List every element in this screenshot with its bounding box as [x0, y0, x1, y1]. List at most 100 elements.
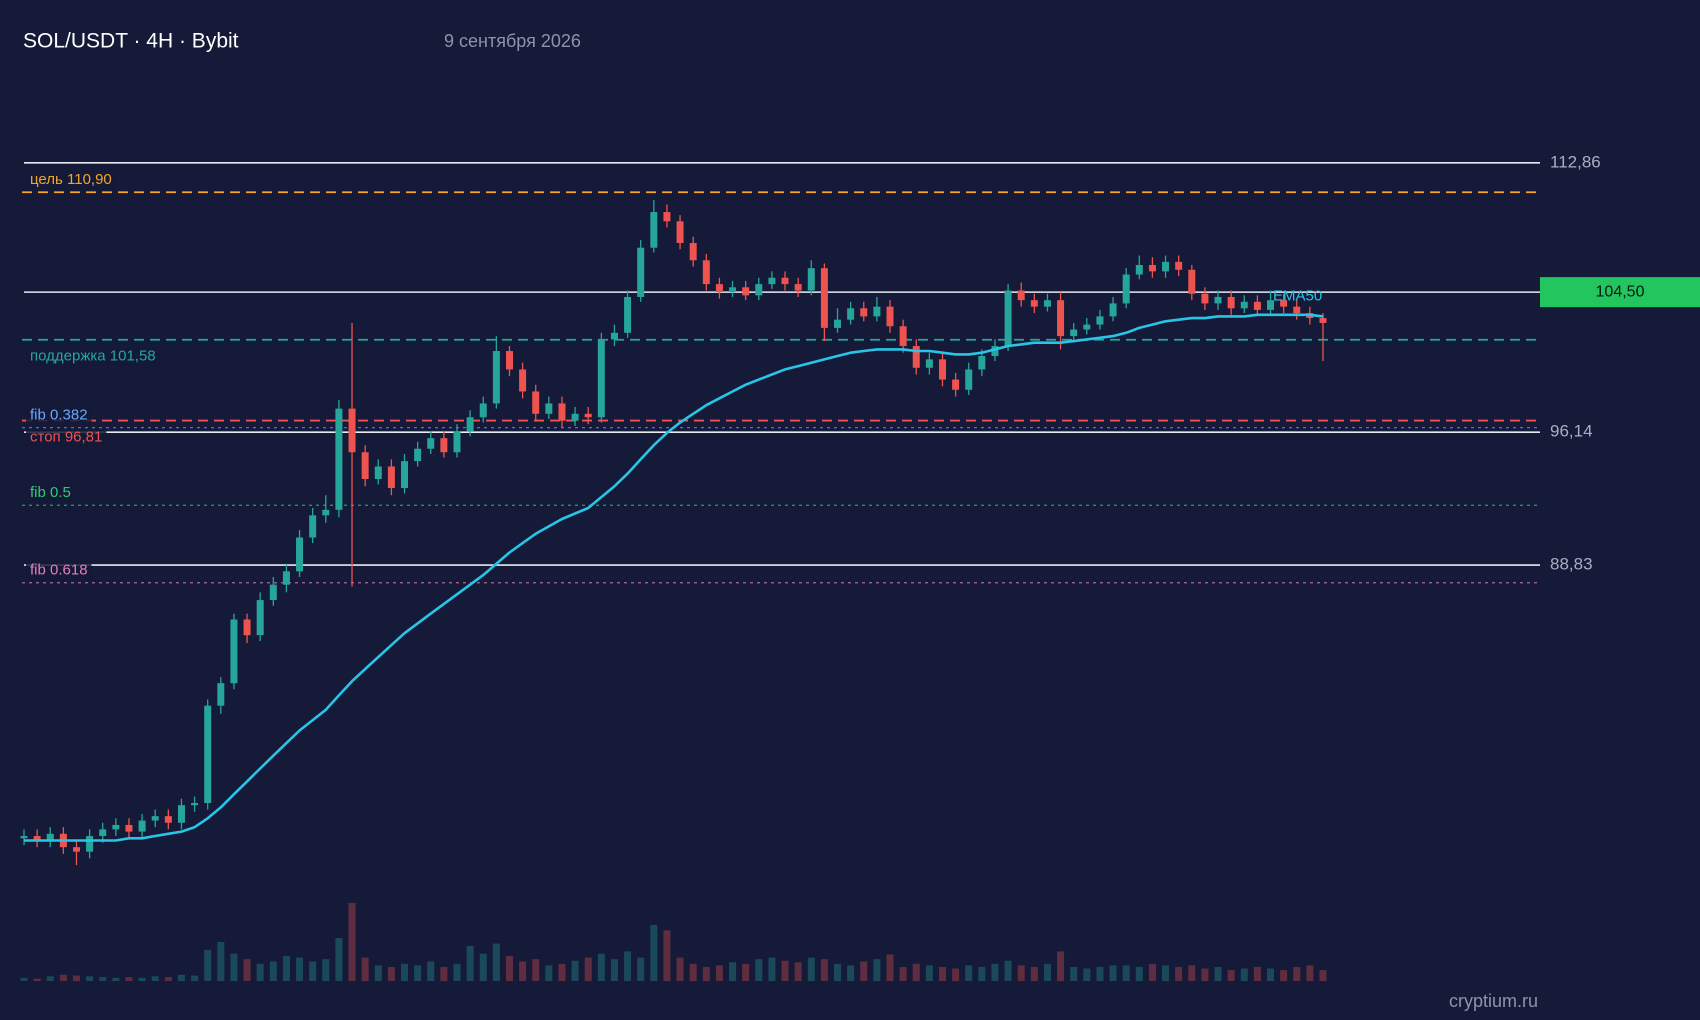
- volume-bar: [387, 966, 395, 981]
- candle-body: [1175, 261, 1183, 270]
- candle-body: [781, 277, 789, 285]
- candle-body: [624, 296, 632, 333]
- candle-body: [112, 824, 120, 830]
- volume-bar: [86, 976, 94, 981]
- candle-body: [230, 619, 238, 684]
- y-tick-label: 88,83: [1550, 555, 1593, 574]
- volume-bar: [689, 963, 697, 981]
- level-label: fib 0.5: [30, 484, 71, 501]
- volume-bar: [597, 953, 605, 981]
- volume-bar: [374, 965, 382, 981]
- volume-bar: [768, 957, 776, 981]
- candle-body: [755, 284, 763, 296]
- candle-body: [807, 268, 815, 291]
- candle-body: [912, 346, 920, 368]
- volume-bar: [794, 962, 802, 981]
- volume-bar: [1057, 951, 1065, 981]
- candle-body: [545, 403, 553, 414]
- volume-bar: [59, 974, 67, 981]
- volume-bar: [479, 953, 487, 981]
- candle-body: [414, 448, 422, 462]
- candle-body: [46, 833, 54, 841]
- volume-bar: [46, 976, 54, 981]
- candle-body: [1148, 265, 1156, 272]
- candle-body: [873, 306, 881, 317]
- volume-bar: [965, 965, 973, 981]
- candle-body: [794, 284, 802, 291]
- level-label: цель 110,90: [30, 171, 112, 188]
- candle-body: [860, 308, 868, 317]
- candle-body: [322, 509, 330, 516]
- volume-bar: [558, 963, 566, 981]
- volume-bar: [715, 965, 723, 981]
- volume-bar: [584, 957, 592, 981]
- volume-bar: [1280, 970, 1288, 981]
- candle-body: [296, 537, 304, 572]
- volume-bar: [125, 977, 133, 981]
- volume-bar: [1017, 965, 1025, 981]
- candle-body: [742, 287, 750, 296]
- candle-body: [925, 359, 933, 368]
- volume-bar: [1109, 965, 1117, 981]
- level-label: fib 0.618: [30, 562, 88, 579]
- volume-bar: [873, 959, 881, 981]
- candle-body: [571, 413, 579, 421]
- candle-body: [1201, 293, 1209, 304]
- candle-body: [309, 515, 317, 538]
- volume-bar: [164, 977, 172, 981]
- candle-body: [453, 431, 461, 453]
- volume-bar: [1214, 966, 1222, 981]
- candle-body: [899, 326, 907, 347]
- level-label-bg: [26, 483, 75, 503]
- candle-body: [492, 351, 500, 404]
- candle-body: [86, 836, 94, 852]
- volume-bar: [912, 963, 920, 981]
- volume-bar: [427, 961, 435, 981]
- volume-bar: [335, 938, 343, 981]
- candle-body: [1030, 300, 1038, 307]
- volume-bar: [742, 963, 750, 981]
- volume-bar: [1267, 968, 1275, 981]
- volume-bar: [1135, 966, 1143, 981]
- volume-bar: [663, 930, 671, 981]
- volume-bar: [545, 965, 553, 981]
- volume-bar: [505, 956, 513, 981]
- candle-body: [729, 287, 737, 293]
- candle-body: [1293, 306, 1301, 314]
- volume-bar: [492, 943, 500, 981]
- level-label-bg: [26, 170, 116, 190]
- candle-body: [505, 351, 513, 370]
- candle-body: [217, 683, 225, 706]
- candle-body: [348, 408, 356, 453]
- level-label: поддержка 101,58: [30, 348, 156, 365]
- volume-bar: [151, 976, 159, 981]
- candle-body: [335, 408, 343, 510]
- level-label: fib 0.382: [30, 407, 88, 424]
- volume-bar: [1148, 963, 1156, 981]
- candle-body: [689, 243, 697, 261]
- volume-bar: [414, 965, 422, 981]
- volume-bar: [1083, 968, 1091, 981]
- candle-body: [1083, 324, 1091, 330]
- candle-body: [72, 847, 80, 852]
- volume-bar: [532, 959, 540, 981]
- volume-bar: [177, 974, 185, 981]
- candle-body: [676, 221, 684, 244]
- candle-body: [1070, 329, 1078, 337]
- volume-bar: [1253, 966, 1261, 981]
- candle-body: [191, 803, 199, 806]
- volume-bar: [282, 956, 290, 981]
- level-label-bg: [26, 346, 160, 366]
- candle-body: [1096, 316, 1104, 325]
- volume-bar: [1043, 963, 1051, 981]
- volume-bar: [820, 959, 828, 981]
- volume-bar: [256, 963, 264, 981]
- volume-bar: [938, 966, 946, 981]
- volume-bar: [138, 977, 146, 981]
- candle-body: [663, 212, 671, 222]
- volume-bar: [348, 903, 356, 981]
- candle-body: [978, 356, 986, 370]
- candle-body: [138, 820, 146, 832]
